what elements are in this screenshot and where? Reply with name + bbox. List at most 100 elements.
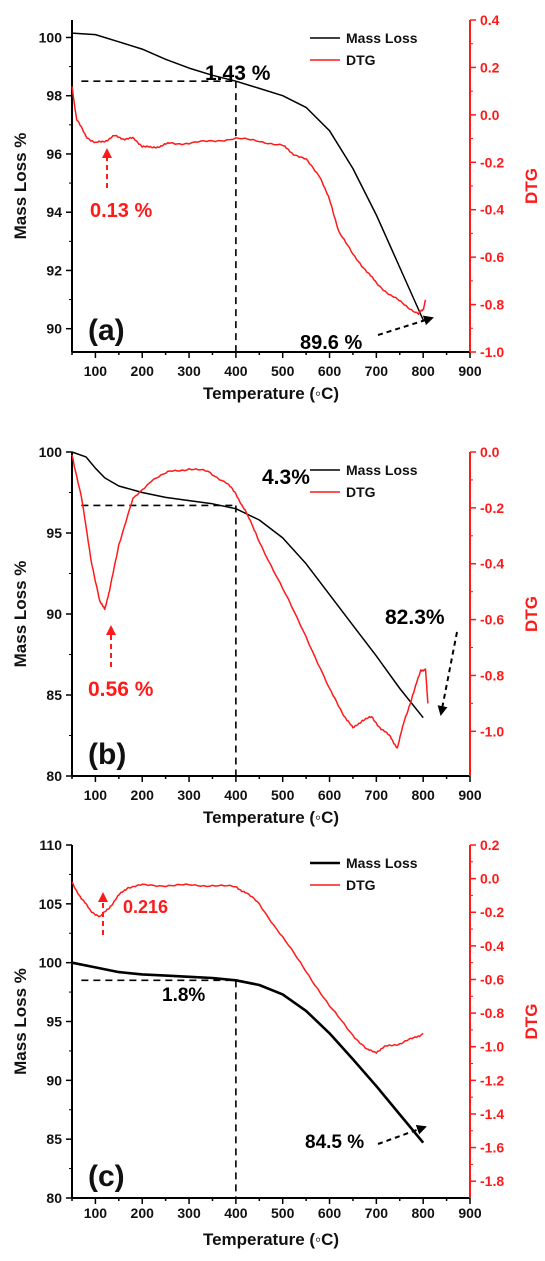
panel-a: 100 200 300 400 500 600 700 800 900 90 92 94 96 98 100…: [11, 12, 541, 403]
panel-label: (b): [88, 738, 126, 771]
left-tick-label: 100: [39, 955, 63, 971]
y-axis-title: Mass Loss %: [11, 561, 30, 668]
x-tick-label: 900: [458, 363, 482, 379]
x-tick-label: 700: [365, 787, 389, 803]
right-tick-label: -1.4: [480, 1106, 504, 1122]
left-tick-label: 92: [46, 262, 62, 278]
left-tick-label: 100: [39, 29, 63, 45]
right-tick-label: 0.0: [480, 871, 500, 887]
x-tick-label: 700: [365, 1205, 389, 1221]
legend-label-dtg: DTG: [346, 52, 376, 68]
x-tick-label: 600: [318, 787, 342, 803]
x-tick-label: 800: [411, 787, 435, 803]
x-axis-title: Temperature (◦C): [203, 1230, 339, 1249]
right-tick-label: -1.0: [480, 723, 504, 739]
right-tick-label: -0.4: [480, 202, 504, 218]
mass-loss-series-line: [71, 961, 425, 1144]
right-tick-label: -0.4: [480, 556, 504, 572]
left-tick-label: 100: [39, 444, 63, 460]
x-tick-label: 200: [131, 363, 155, 379]
annotation-label: 1.43 %: [205, 62, 271, 85]
right-tick-label: -0.4: [480, 938, 504, 954]
left-tick-label: 80: [46, 1190, 62, 1206]
x-axis-title: Temperature (◦C): [203, 384, 339, 403]
left-tick-label: 80: [46, 768, 62, 784]
right-tick-label: 0.4: [480, 12, 500, 28]
left-tick-label: 90: [46, 1072, 62, 1088]
right-tick-label: -0.6: [480, 971, 504, 987]
right-tick-label: -0.8: [480, 667, 504, 683]
legend-label-mass-loss: Mass Loss: [346, 462, 418, 478]
x-tick-label: 900: [458, 1205, 482, 1221]
x-tick-label: 200: [131, 1205, 155, 1221]
annotation-label: 0.56 %: [88, 678, 154, 701]
right-tick-label: 0.0: [480, 444, 500, 460]
panel-b: 100 200 300 400 500 600 700 800 900 80 85 90 95 100 -1…: [11, 444, 541, 827]
mass-loss-series-line: [71, 32, 424, 321]
y2-axis-title: DTG: [522, 596, 541, 632]
dtg-series-line: [71, 881, 424, 1054]
left-tick-label: 105: [39, 896, 63, 912]
y2-axis-title: DTG: [522, 1004, 541, 1040]
x-tick-label: 700: [365, 363, 389, 379]
right-tick-label: -0.2: [480, 154, 504, 170]
left-tick-label: 98: [46, 88, 62, 104]
left-tick-label: 85: [46, 687, 62, 703]
panel-label: (c): [88, 1160, 125, 1193]
right-tick-label: -0.6: [480, 249, 504, 265]
right-tick-label: -0.8: [480, 1005, 504, 1021]
annotation-label: 82.3%: [385, 606, 445, 629]
legend-label-mass-loss: Mass Loss: [346, 855, 418, 871]
legend-label-dtg: DTG: [346, 877, 376, 893]
annotation-label: 0.216: [123, 897, 168, 917]
right-tick-label: -0.8: [480, 297, 504, 313]
right-tick-label: -0.6: [480, 612, 504, 628]
right-tick-label: -1.8: [480, 1173, 504, 1189]
panel-c: 100 200 300 400 500 600 700 800 900 80 85 90 95 100 10…: [11, 837, 541, 1249]
left-tick-label: 94: [46, 204, 62, 220]
left-tick-label: 90: [46, 606, 62, 622]
annotation-label: 89.6 %: [300, 332, 362, 354]
annotation-label: 4.3%: [262, 466, 310, 489]
x-tick-label: 400: [224, 787, 248, 803]
left-tick-label: 96: [46, 146, 62, 162]
x-tick-label: 100: [84, 363, 108, 379]
dtg-series-line: [71, 86, 427, 315]
right-tick-label: -1.0: [480, 344, 504, 360]
y2-axis-title: DTG: [522, 168, 541, 204]
annotation-label: 1.8%: [162, 985, 205, 1006]
right-tick-label: 0.2: [480, 59, 500, 75]
legend-label-mass-loss: Mass Loss: [346, 30, 418, 46]
x-tick-label: 100: [84, 1205, 108, 1221]
right-tick-label: 0.0: [480, 107, 500, 123]
left-tick-label: 90: [46, 321, 62, 337]
mass-loss-series-line: [71, 451, 424, 719]
left-tick-label: 110: [39, 837, 62, 853]
legend-label-dtg: DTG: [346, 484, 376, 500]
x-tick-label: 100: [84, 787, 108, 803]
right-tick-label: -1.6: [480, 1140, 504, 1156]
x-tick-label: 300: [177, 1205, 201, 1221]
x-tick-label: 800: [411, 363, 435, 379]
x-tick-label: 300: [177, 363, 201, 379]
annotation-label: 84.5 %: [305, 1132, 364, 1153]
panel-label: (a): [88, 314, 125, 347]
right-tick-label: 0.2: [480, 837, 500, 853]
x-tick-label: 300: [177, 787, 201, 803]
left-tick-label: 95: [46, 1014, 62, 1030]
right-tick-label: -1.0: [480, 1039, 504, 1055]
x-tick-label: 900: [458, 787, 482, 803]
annotation-arrow: [377, 315, 434, 336]
annotation-label: 0.13 %: [90, 200, 152, 222]
x-tick-label: 500: [271, 787, 295, 803]
x-axis-title: Temperature (◦C): [203, 808, 339, 827]
left-tick-label: 85: [46, 1131, 62, 1147]
left-tick-label: 95: [46, 525, 62, 541]
x-tick-label: 600: [318, 363, 342, 379]
right-tick-label: -0.2: [480, 500, 504, 516]
right-tick-label: -0.2: [480, 904, 504, 920]
x-tick-label: 400: [224, 363, 248, 379]
x-tick-label: 800: [411, 1205, 435, 1221]
x-tick-label: 200: [131, 787, 155, 803]
